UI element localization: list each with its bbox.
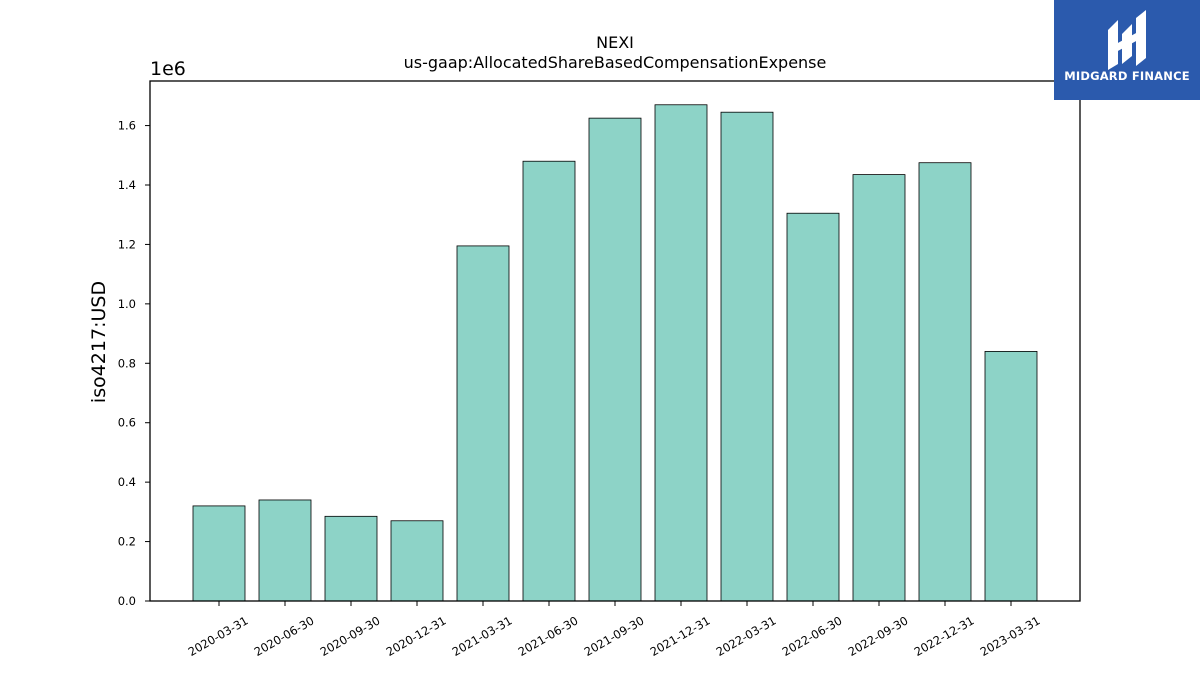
y-tick-label: 0.8 xyxy=(118,356,136,370)
y-tick-label: 1.4 xyxy=(118,178,136,192)
y-tick-label: 0.6 xyxy=(118,416,136,430)
y-axis-label: iso4217:USD xyxy=(88,281,110,403)
x-tick-label: 2023-03-31 xyxy=(978,613,1043,659)
bar-2022-06-30 xyxy=(786,212,840,602)
bar-2021-09-30 xyxy=(588,117,642,602)
plot-frame xyxy=(149,80,1081,602)
brand-logo: MIDGARD FINANCE xyxy=(1054,0,1200,100)
bar-2021-03-31 xyxy=(456,245,510,602)
y-tick-label: 0.2 xyxy=(118,535,136,549)
x-tick-label: 2022-03-31 xyxy=(714,613,779,659)
bar-2022-12-31 xyxy=(918,162,972,602)
x-tick-label: 2022-09-30 xyxy=(846,613,911,659)
y-tick-label: 0.4 xyxy=(118,475,136,489)
bar-2020-09-30 xyxy=(324,515,378,602)
x-tick-label: 2021-03-31 xyxy=(450,613,515,659)
logo-text: MIDGARD FINANCE xyxy=(1064,69,1190,83)
x-tick-label: 2021-06-30 xyxy=(516,613,581,659)
x-tick-label: 2020-12-31 xyxy=(384,613,449,659)
x-tick-label: 2020-09-30 xyxy=(318,613,383,659)
bar-2021-12-31 xyxy=(654,104,708,602)
y-scale-label: 1e6 xyxy=(150,58,186,80)
x-tick-label: 2022-12-31 xyxy=(912,613,977,659)
y-tick-label: 0.0 xyxy=(118,594,136,608)
y-tick-label: 1.2 xyxy=(118,237,136,251)
bar-2020-12-31 xyxy=(390,520,444,602)
chart-subtitle: us-gaap:AllocatedShareBasedCompensationE… xyxy=(404,53,827,72)
x-tick-label: 2020-06-30 xyxy=(252,613,317,659)
y-tick-label: 1.6 xyxy=(118,119,136,133)
midgard-logo-icon xyxy=(1108,10,1146,70)
x-ticks-group: 2020-03-31 2020-06-30 2020-09-30 2020-12-31… xyxy=(186,601,1043,659)
bar-2020-06-30 xyxy=(258,499,312,602)
bar-2023-03-31 xyxy=(984,350,1038,602)
x-tick-label: 2020-03-31 xyxy=(186,613,251,659)
chart-title: NEXI xyxy=(596,33,634,52)
bar-2021-06-30 xyxy=(522,160,576,602)
x-tick-label: 2022-06-30 xyxy=(780,613,845,659)
bar-2022-03-31 xyxy=(720,111,774,602)
bar-2022-09-30 xyxy=(852,174,906,602)
x-tick-label: 2021-12-31 xyxy=(648,613,713,659)
x-tick-label: 2021-09-30 xyxy=(582,613,647,659)
bar-2020-03-31 xyxy=(192,505,246,602)
bars-group xyxy=(192,104,1038,602)
y-ticks-group: 0.0 0.2 0.4 0.6 0.8 1.0 1.2 1.4 1.6 xyxy=(118,119,150,608)
y-tick-label: 1.0 xyxy=(118,297,136,311)
